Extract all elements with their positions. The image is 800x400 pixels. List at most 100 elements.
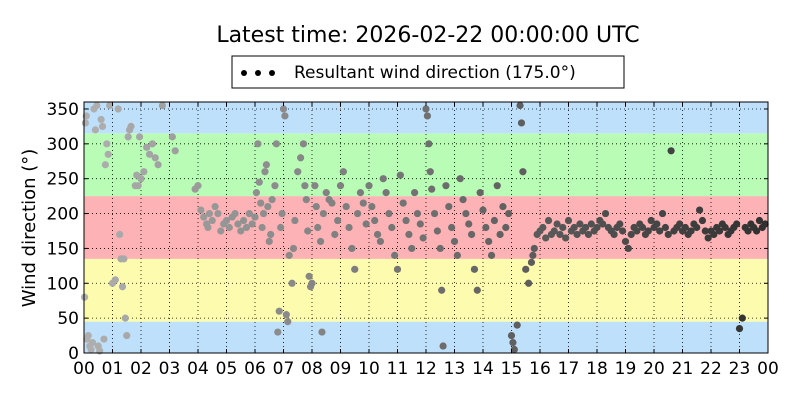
x-tick-label: 21 [672,359,694,379]
data-point [297,154,305,162]
data-point [422,105,430,113]
data-point [656,227,664,235]
data-point [562,234,570,242]
data-point [553,220,561,228]
data-point [698,216,707,225]
data-point [704,234,712,242]
data-point [98,122,107,131]
x-tick-label: 12 [415,359,437,379]
data-point [530,244,538,253]
data-point [135,133,144,141]
data-point [127,122,135,131]
data-point [365,182,373,190]
data-point [305,272,313,280]
data-point [633,227,641,235]
data-point [281,112,289,120]
data-point [442,182,450,190]
data-point [265,237,273,246]
data-point [499,202,507,211]
data-point [493,182,501,190]
data-point [619,227,627,235]
data-point [487,251,496,259]
data-point [542,234,550,242]
x-tick-label: 22 [700,359,722,379]
data-point [755,216,764,225]
x-tick-label: 10 [358,359,380,379]
x-tick-label: 09 [330,359,352,379]
data-point [470,265,479,273]
data-point [277,223,285,232]
data-point [304,227,312,235]
data-point [97,115,105,124]
data-point [411,189,419,197]
x-tick-label: 00 [73,359,95,379]
data-point [490,216,498,225]
data-point [462,209,470,218]
data-point [507,331,516,340]
data-point [272,140,280,148]
data-point [733,220,741,228]
data-point [701,227,709,235]
data-point [275,307,283,315]
data-point [120,255,128,263]
data-point [319,209,327,218]
data-point [593,223,601,232]
data-point [639,223,647,232]
y-axis-ticks: 0 50 100 150 200 250 300 350 [47,100,768,364]
data-point [473,286,481,294]
data-point [234,220,242,228]
y-tick-label: 200 [47,205,79,225]
data-point [667,147,675,155]
data-point [559,223,567,232]
x-tick-label: 11 [387,359,409,379]
legend: Resultant wind direction (175.0°) [231,55,625,89]
data-point [242,223,251,232]
y-tick-label: 350 [47,100,79,120]
data-point [252,189,261,197]
data-point [658,209,667,218]
data-point [529,251,537,259]
data-point [522,265,530,273]
data-point [744,227,752,235]
data-point [308,279,316,287]
data-point [509,338,517,347]
data-point [328,199,336,207]
data-point [301,182,309,190]
data-point [681,223,689,232]
data-point [148,140,156,148]
data-point [376,237,384,246]
data-point [428,185,436,193]
data-point [405,230,413,239]
data-point [204,223,212,232]
data-point [268,196,276,204]
data-point [124,133,132,141]
x-tick-label: 17 [558,359,580,379]
data-point [624,244,632,253]
data-point [438,286,446,294]
data-point [399,199,407,207]
data-point [456,175,464,183]
data-point [251,213,259,221]
x-tick-label: 03 [159,359,181,379]
data-point [423,112,432,120]
data-point [194,182,202,190]
data-point [271,182,279,190]
data-point [140,168,148,176]
data-point [721,223,729,232]
data-point [564,216,573,225]
data-point [710,230,718,239]
data-point [288,279,296,287]
x-tick-label: 02 [130,359,152,379]
data-point [143,143,151,151]
data-point [322,189,330,197]
data-point [91,126,99,134]
data-point [121,314,129,322]
data-point [485,237,493,246]
data-point [254,140,262,148]
data-point [510,345,518,354]
data-point [448,223,456,232]
data-point [402,216,410,225]
data-point [388,223,396,232]
data-point [379,175,387,183]
x-tick-label: 08 [301,359,323,379]
